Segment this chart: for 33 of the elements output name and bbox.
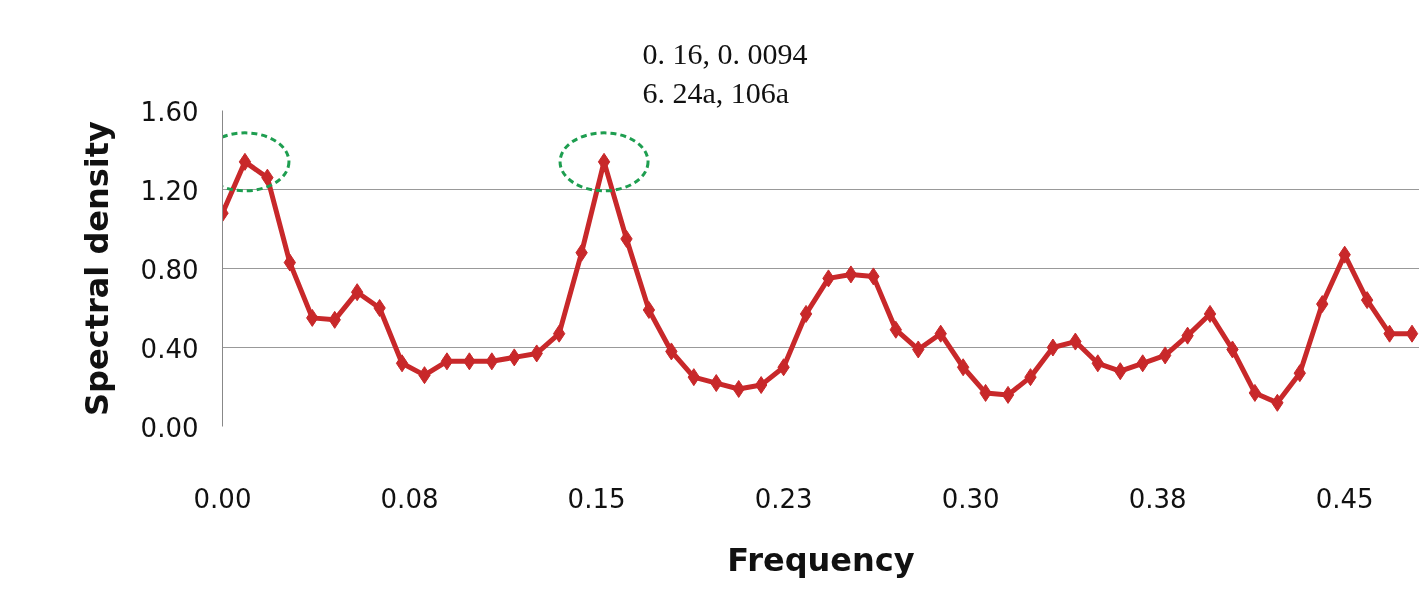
point (552, 324, 566, 343)
point (956, 358, 970, 377)
point (1001, 385, 1015, 404)
x-tick-label: 0.23 (754, 483, 813, 514)
x-tick-label: 0.30 (941, 483, 1000, 514)
x-tick-label: 0.45 (1315, 483, 1374, 514)
point (642, 300, 656, 319)
point (1405, 324, 1419, 343)
y-tick-label: 1.20 (140, 175, 199, 206)
point (1158, 346, 1172, 365)
point (1203, 304, 1217, 323)
x-tick-label: 0.15 (567, 483, 626, 514)
y-tick-label: 0.80 (140, 254, 199, 285)
y-tick-label: 0.40 (140, 333, 199, 364)
y-axis-title: Spectral density (77, 120, 116, 416)
x-tick-label: 0.38 (1128, 483, 1187, 514)
point (238, 152, 252, 171)
x-axis-title: Frequency (727, 540, 915, 579)
text: 0. 16, 0. 0094 (642, 36, 808, 70)
point (440, 352, 454, 371)
point (1360, 291, 1374, 310)
x-tick-label: 0.08 (380, 483, 439, 514)
text: 6. 24a, 106a (642, 75, 790, 109)
x-tick-label: 0.00 (193, 483, 252, 514)
point (395, 354, 409, 373)
point (799, 304, 813, 323)
y-tick-label: 0.00 (140, 412, 199, 443)
point (373, 299, 386, 317)
point (1046, 338, 1060, 357)
point (844, 265, 858, 284)
point (1248, 383, 1262, 402)
point (754, 376, 768, 395)
y-tick-label: 1.60 (140, 96, 199, 127)
